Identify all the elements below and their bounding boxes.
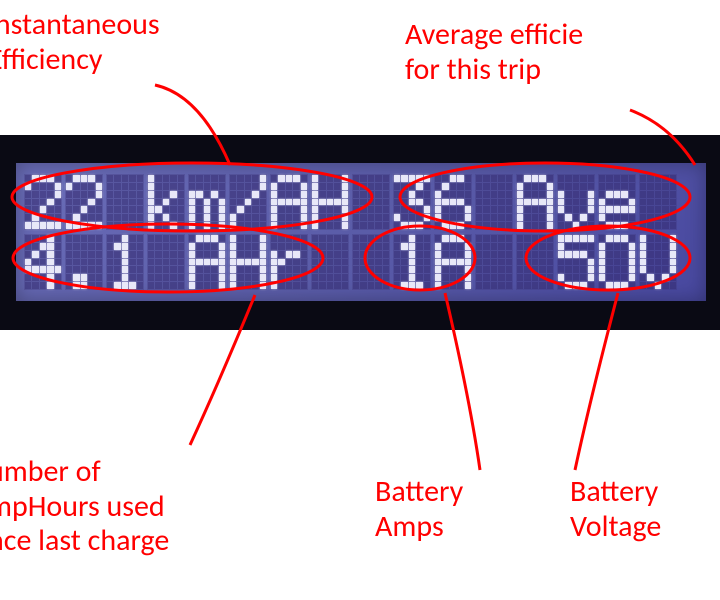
- lcd-char: [24, 174, 62, 230]
- lcd-char: [188, 234, 226, 290]
- lcd-char: [65, 174, 103, 230]
- lcd-char: [270, 234, 308, 290]
- label-instant-efficiency: instantaneous Efficiency: [0, 8, 160, 77]
- lcd-char: [598, 234, 636, 290]
- lcd-char: [393, 234, 431, 290]
- lcd-char: [229, 234, 267, 290]
- lcd-row-1: [24, 174, 698, 230]
- text: for this trip: [405, 51, 541, 88]
- lcd-row-2: [24, 234, 698, 290]
- text: nce last charge: [0, 522, 169, 559]
- lcd-char: [639, 234, 677, 290]
- lcd-char: [65, 234, 103, 290]
- lcd-char: [434, 234, 472, 290]
- label-battery-amps: Battery Amps: [375, 475, 463, 544]
- text: mpHours used: [0, 488, 165, 525]
- lcd-char: [106, 174, 144, 230]
- lcd-frame: [0, 135, 720, 330]
- lcd-char: [147, 174, 185, 230]
- lcd-char: [475, 174, 513, 230]
- lcd-char: [475, 234, 513, 290]
- text: umber of: [0, 453, 101, 490]
- lcd-char: [106, 234, 144, 290]
- text: Voltage: [570, 508, 661, 545]
- lcd-char: [557, 234, 595, 290]
- text: Battery: [375, 473, 463, 510]
- lcd-screen: [16, 163, 706, 301]
- lcd-char: [598, 174, 636, 230]
- lcd-char: [393, 174, 431, 230]
- text: Efficiency: [0, 41, 102, 78]
- lcd-char: [352, 234, 390, 290]
- label-amp-hours: umber of mpHours used nce last charge: [0, 455, 169, 559]
- label-average-efficiency: Average efficie for this trip: [405, 18, 583, 87]
- lcd-char: [147, 234, 185, 290]
- lcd-char: [311, 234, 349, 290]
- text: Battery: [570, 473, 658, 510]
- lcd-char: [639, 174, 677, 230]
- lcd-char: [24, 234, 62, 290]
- text: instantaneous: [0, 6, 160, 43]
- lcd-char: [311, 174, 349, 230]
- lcd-char: [188, 174, 226, 230]
- lcd-char: [557, 174, 595, 230]
- lcd-char: [434, 174, 472, 230]
- text: Amps: [375, 508, 444, 545]
- text: Average efficie: [405, 16, 583, 53]
- lcd-char: [229, 174, 267, 230]
- label-battery-voltage: Battery Voltage: [570, 475, 661, 544]
- lcd-char: [352, 174, 390, 230]
- lcd-char: [270, 174, 308, 230]
- lcd-char: [516, 234, 554, 290]
- lcd-char: [516, 174, 554, 230]
